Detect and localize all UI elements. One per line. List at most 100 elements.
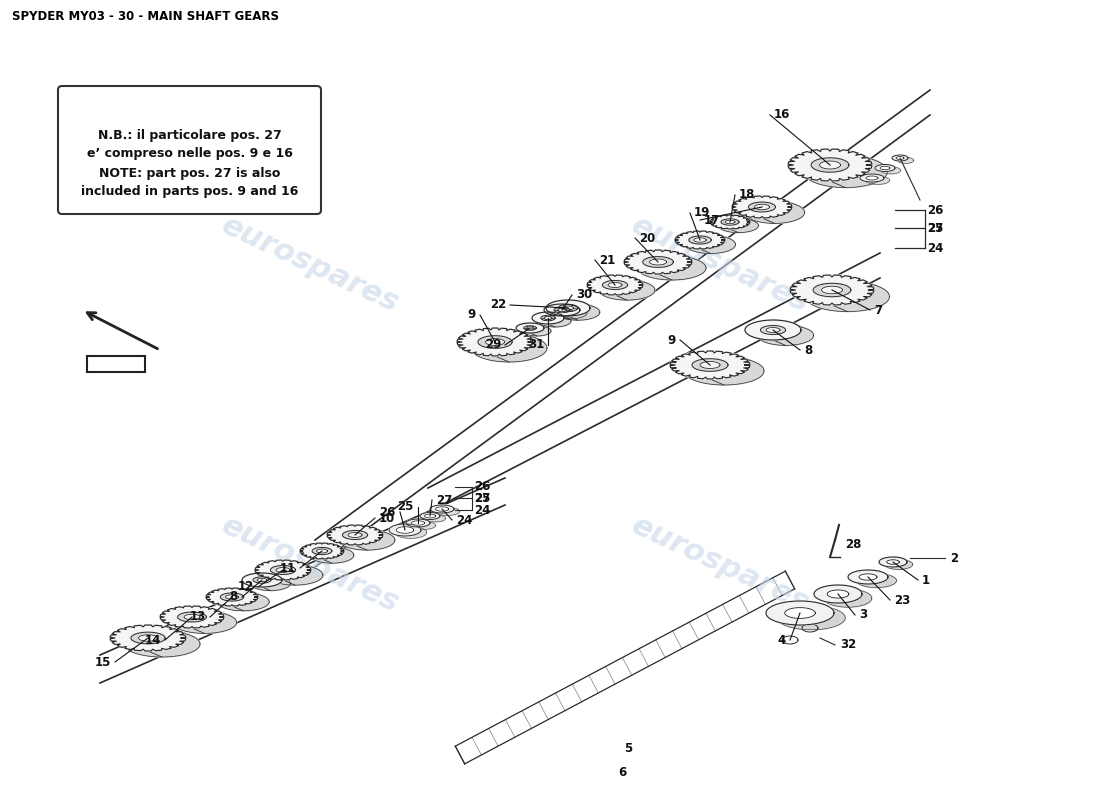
Polygon shape [251, 577, 290, 590]
Polygon shape [173, 611, 236, 634]
Polygon shape [887, 560, 900, 564]
Polygon shape [684, 357, 764, 385]
Polygon shape [348, 533, 362, 538]
Text: NOTE: part pos. 27 is also: NOTE: part pos. 27 is also [99, 167, 280, 181]
Polygon shape [426, 515, 446, 522]
Polygon shape [760, 326, 785, 334]
Polygon shape [758, 326, 814, 346]
Polygon shape [131, 632, 165, 644]
Text: 25: 25 [474, 491, 491, 505]
Text: 24: 24 [474, 503, 491, 517]
Polygon shape [411, 521, 425, 525]
Polygon shape [755, 204, 770, 210]
Polygon shape [551, 307, 587, 319]
Polygon shape [548, 312, 571, 327]
Polygon shape [778, 606, 845, 630]
Text: 26: 26 [927, 203, 944, 217]
Polygon shape [866, 177, 890, 184]
Polygon shape [608, 282, 622, 287]
Polygon shape [685, 235, 736, 254]
Polygon shape [649, 259, 667, 265]
Polygon shape [110, 625, 186, 651]
Text: SPYDER MY03 - 30 - MAIN SHAFT GEARS: SPYDER MY03 - 30 - MAIN SHAFT GEARS [12, 10, 279, 22]
Polygon shape [139, 634, 157, 642]
Polygon shape [220, 593, 244, 601]
Polygon shape [766, 601, 834, 625]
Text: 31: 31 [528, 338, 544, 351]
Polygon shape [532, 312, 564, 324]
Text: 27: 27 [474, 491, 491, 505]
Polygon shape [411, 522, 436, 530]
Polygon shape [177, 612, 207, 622]
Polygon shape [148, 625, 200, 657]
Polygon shape [271, 566, 296, 574]
Text: 27: 27 [927, 222, 944, 234]
Polygon shape [442, 505, 460, 515]
Text: 6: 6 [618, 766, 626, 778]
Polygon shape [530, 323, 551, 336]
Polygon shape [355, 525, 395, 550]
Text: 24: 24 [456, 514, 472, 526]
Text: eurospares: eurospares [217, 511, 404, 619]
Text: 12: 12 [238, 581, 254, 594]
Polygon shape [694, 238, 706, 242]
Polygon shape [255, 560, 311, 580]
FancyBboxPatch shape [58, 86, 321, 214]
Polygon shape [884, 559, 913, 570]
Polygon shape [425, 514, 436, 518]
Text: 17: 17 [704, 214, 720, 226]
Polygon shape [418, 519, 436, 530]
Polygon shape [892, 155, 907, 161]
Polygon shape [670, 351, 750, 379]
Polygon shape [124, 631, 200, 657]
Polygon shape [539, 315, 571, 327]
Text: 25: 25 [397, 501, 414, 514]
Polygon shape [420, 513, 440, 519]
Text: 13: 13 [189, 610, 206, 623]
Polygon shape [872, 174, 890, 184]
Polygon shape [866, 176, 878, 180]
Text: 20: 20 [639, 231, 656, 245]
Polygon shape [522, 326, 551, 336]
Polygon shape [226, 594, 239, 599]
Polygon shape [242, 573, 282, 587]
Polygon shape [541, 315, 556, 321]
Polygon shape [257, 578, 267, 582]
Polygon shape [300, 543, 344, 559]
Polygon shape [317, 549, 328, 553]
Polygon shape [312, 547, 332, 554]
Polygon shape [720, 219, 739, 225]
Polygon shape [718, 218, 758, 233]
Polygon shape [710, 215, 750, 229]
Text: 23: 23 [894, 594, 911, 606]
Polygon shape [725, 220, 735, 224]
Polygon shape [624, 250, 692, 274]
Polygon shape [342, 530, 367, 539]
Text: 22: 22 [490, 298, 506, 311]
Text: 10: 10 [379, 511, 395, 525]
Polygon shape [886, 165, 901, 174]
Polygon shape [827, 590, 849, 598]
Polygon shape [898, 158, 914, 163]
Polygon shape [544, 304, 580, 316]
Polygon shape [730, 215, 758, 233]
Polygon shape [710, 215, 750, 229]
Polygon shape [896, 157, 904, 159]
Polygon shape [692, 358, 728, 371]
Polygon shape [485, 338, 505, 346]
Polygon shape [184, 614, 200, 620]
Polygon shape [820, 161, 840, 169]
Polygon shape [562, 304, 587, 319]
Polygon shape [803, 156, 888, 187]
Polygon shape [436, 507, 449, 511]
Polygon shape [527, 326, 534, 330]
Polygon shape [733, 196, 792, 218]
Text: 30: 30 [576, 289, 592, 302]
Polygon shape [327, 525, 383, 545]
Polygon shape [642, 257, 673, 267]
Polygon shape [615, 275, 654, 300]
Text: 4: 4 [778, 634, 786, 646]
Text: 25: 25 [927, 222, 944, 234]
Text: N.B.: il particolare pos. 27: N.B.: il particolare pos. 27 [98, 129, 282, 142]
Polygon shape [327, 525, 383, 545]
